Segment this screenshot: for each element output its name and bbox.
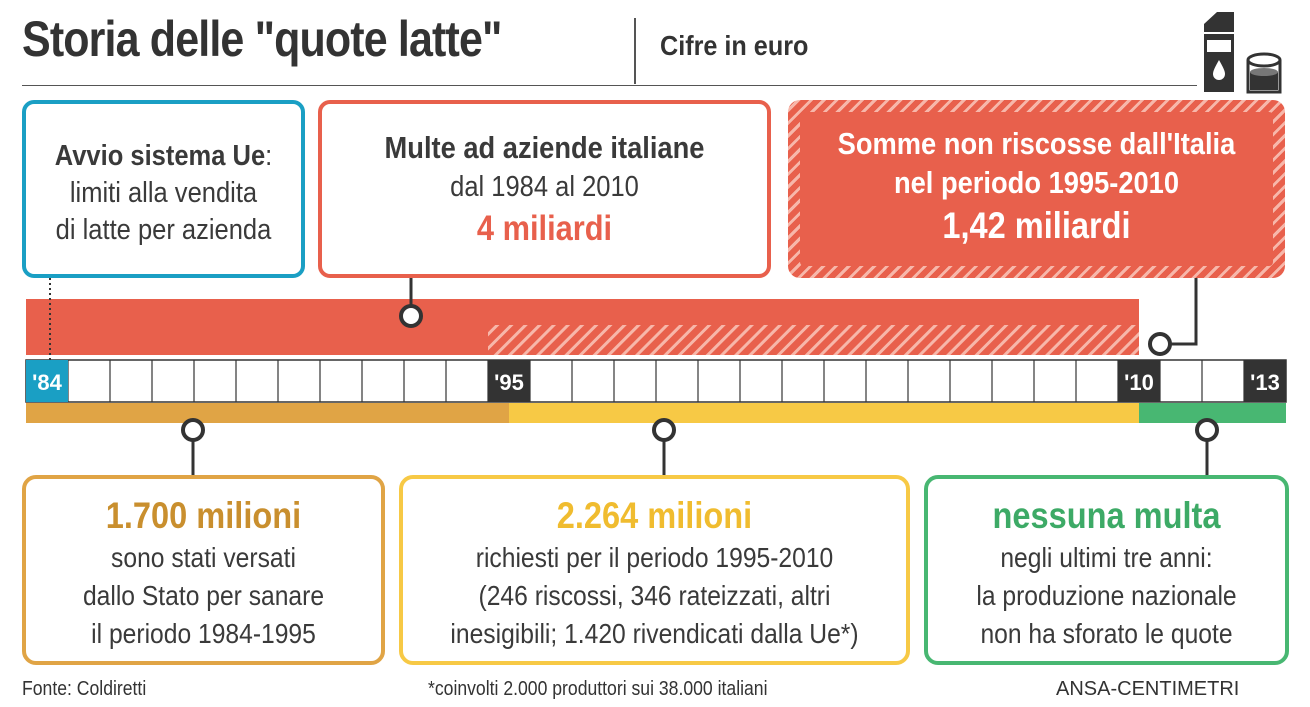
connector-node bbox=[1195, 418, 1219, 442]
uncollected-box: Somme non riscosse dall'Italia nel perio… bbox=[788, 100, 1285, 278]
start-system-box: Avvio sistema Ue: limiti alla vendita di… bbox=[22, 100, 305, 278]
uncollected-title: Somme non riscosse dall'Italia bbox=[837, 126, 1236, 161]
milk-carton-icon bbox=[1204, 12, 1234, 92]
title-separator bbox=[634, 18, 636, 84]
source-note: Fonte: Coldiretti bbox=[22, 678, 147, 700]
period-bar bbox=[1139, 403, 1286, 423]
state-payment-line: dallo Stato per sanare bbox=[82, 580, 325, 611]
fines-title: Multe ad aziende italiane bbox=[384, 130, 705, 165]
year-label: '95 bbox=[494, 370, 524, 395]
no-fine-line: negli ultimi tre anni: bbox=[1000, 542, 1213, 573]
year-cell-highlight bbox=[1244, 360, 1286, 402]
no-fine-line: non ha sforato le quote bbox=[980, 618, 1233, 649]
year-label: '10 bbox=[1124, 370, 1154, 395]
milk-icons bbox=[1204, 12, 1282, 94]
requested-amount: 2.264 milioni bbox=[556, 495, 753, 536]
no-fine-headline: nessuna multa bbox=[992, 495, 1221, 536]
year-cell-highlight bbox=[1118, 360, 1160, 402]
requested-line: richiesti per il periodo 1995-2010 bbox=[475, 542, 834, 573]
start-system-line2: limiti alla vendita bbox=[69, 177, 258, 209]
period-bar bbox=[509, 403, 1139, 423]
uncollected-amount: 1,42 miliardi bbox=[942, 205, 1131, 246]
connector-node bbox=[181, 418, 205, 442]
requested-line: (246 riscossi, 346 rateizzati, altri bbox=[478, 580, 831, 611]
page-title: Storia delle "quote latte" bbox=[22, 11, 502, 67]
page-subtitle: Cifre in euro bbox=[660, 30, 809, 61]
year-cell-highlight bbox=[26, 360, 68, 402]
requested-box: 2.264 milioni richiesti per il periodo 1… bbox=[399, 475, 910, 665]
start-system-title: Avvio sistema Ue bbox=[54, 140, 266, 172]
fines-amount: 4 miliardi bbox=[476, 209, 613, 248]
year-label: '84 bbox=[32, 370, 62, 395]
connector-node bbox=[399, 304, 423, 328]
start-system-colon: : bbox=[265, 140, 273, 172]
connector-node bbox=[652, 418, 676, 442]
fines-period: dal 1984 al 2010 bbox=[450, 171, 639, 203]
no-fine-box: nessuna multa negli ultimi tre anni: la … bbox=[924, 475, 1289, 665]
state-payment-amount: 1.700 milioni bbox=[105, 495, 302, 536]
no-fine-line: la produzione nazionale bbox=[976, 580, 1237, 611]
state-payment-box: 1.700 milioni sono stati versati dallo S… bbox=[22, 475, 385, 665]
state-payment-line: il periodo 1984-1995 bbox=[91, 618, 316, 649]
requested-line: inesigibili; 1.420 rivendicati dalla Ue*… bbox=[450, 618, 859, 649]
uncollected-period: nel periodo 1995-2010 bbox=[893, 165, 1180, 200]
start-system-line3: di latte per azienda bbox=[55, 214, 272, 246]
year-cell-highlight bbox=[488, 360, 530, 402]
credit: ANSA-CENTIMETRI bbox=[1056, 678, 1240, 700]
connector-node bbox=[1148, 332, 1172, 356]
period-bar bbox=[26, 403, 509, 423]
year-label: '13 bbox=[1250, 370, 1280, 395]
uncollected-hatch-bar bbox=[488, 325, 1139, 355]
milk-glass-icon bbox=[1246, 52, 1282, 94]
header-rule bbox=[22, 85, 1197, 86]
state-payment-line: sono stati versati bbox=[111, 542, 296, 573]
fines-box: Multe ad aziende italiane dal 1984 al 20… bbox=[318, 100, 771, 278]
footnote: *coinvolti 2.000 produttori sui 38.000 i… bbox=[428, 678, 768, 700]
uncollected-box-fill bbox=[800, 112, 1273, 266]
